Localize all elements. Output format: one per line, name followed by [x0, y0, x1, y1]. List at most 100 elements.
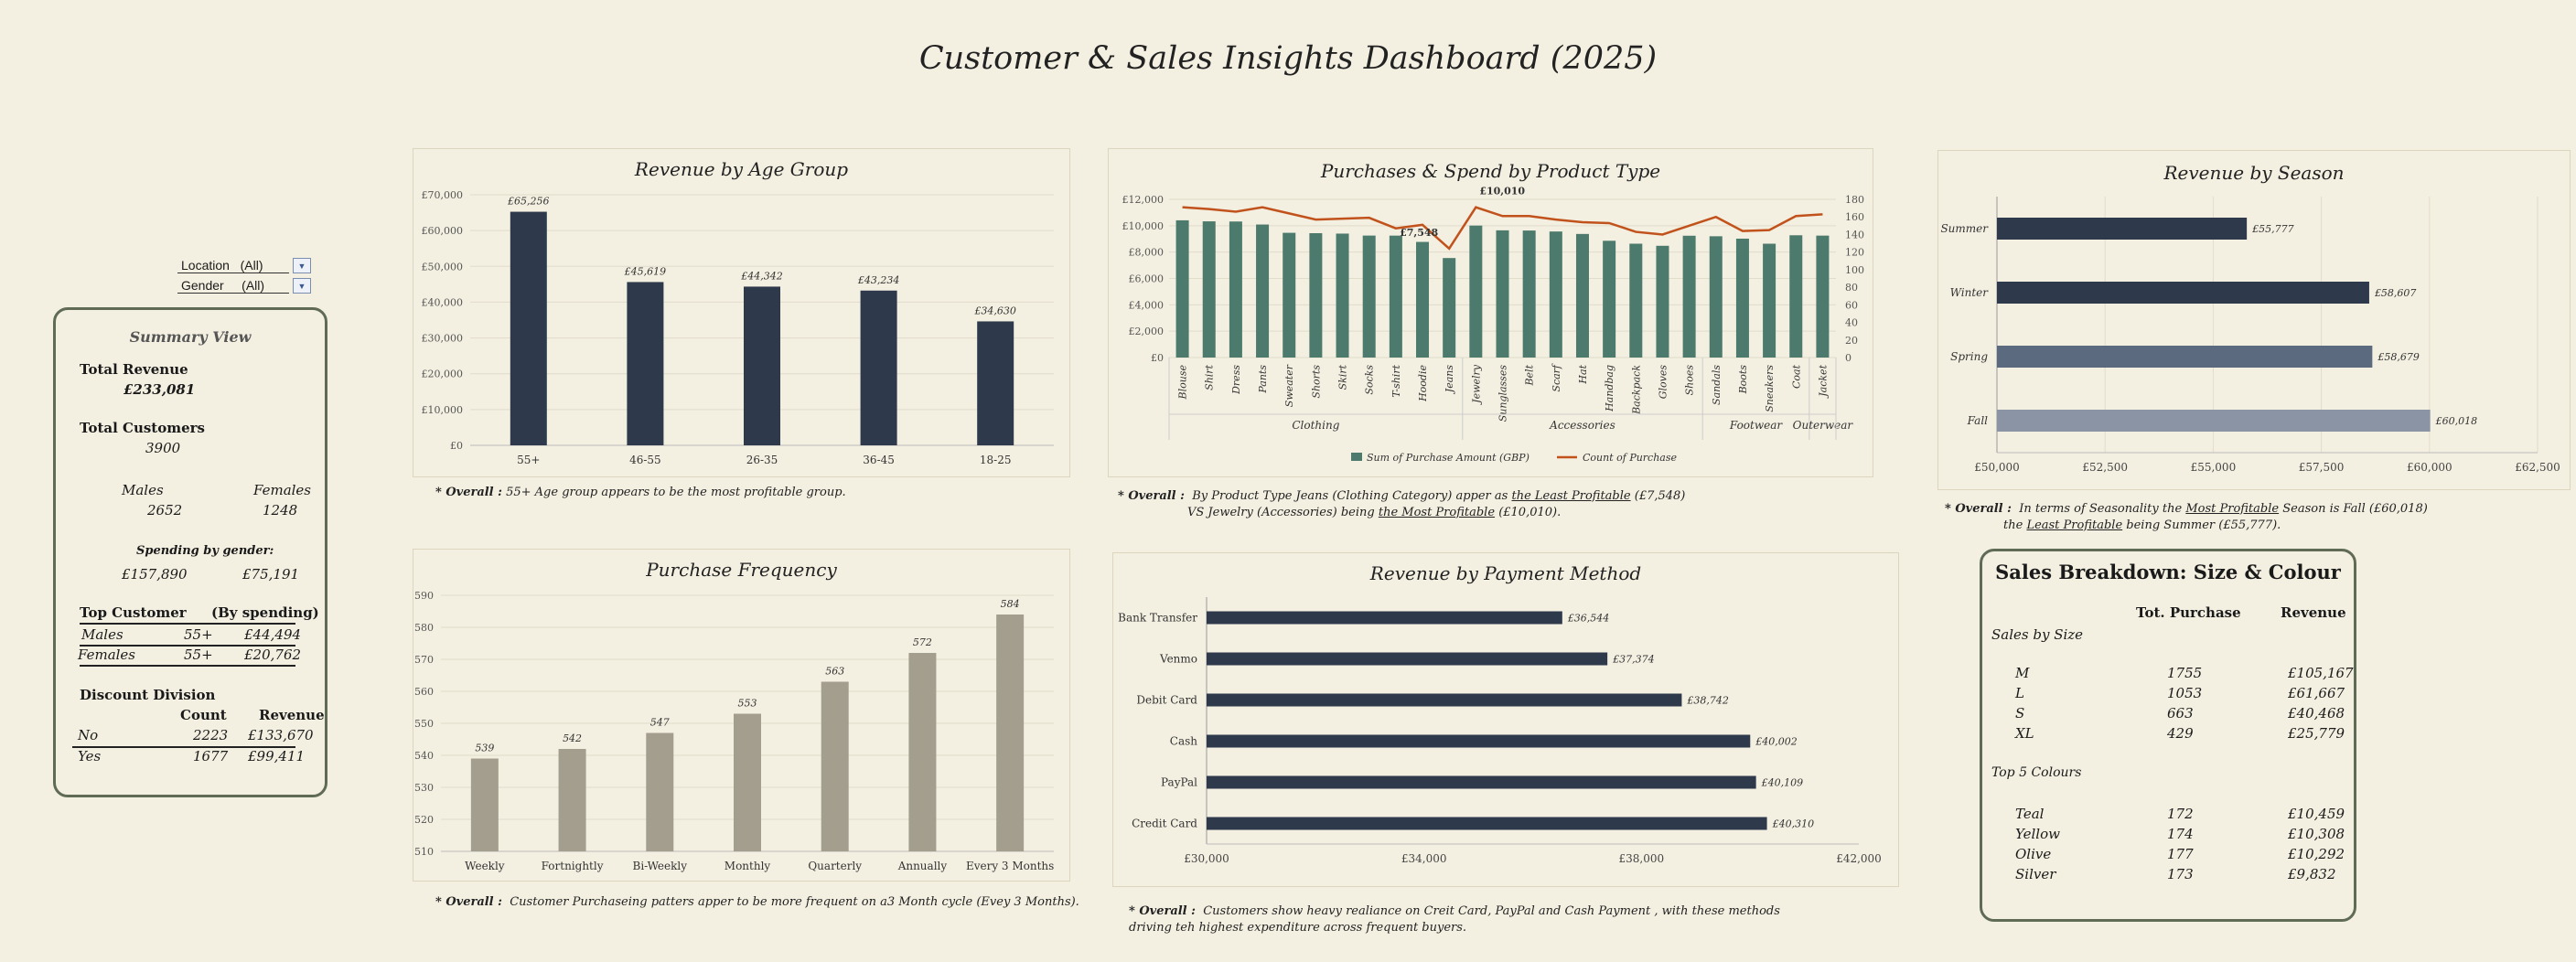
y2-tick-label: 60 [1845, 299, 1858, 311]
location-dropdown-icon[interactable]: ▼ [293, 258, 311, 273]
data-label: 572 [913, 636, 932, 648]
discount-row-revenue: £133,670 [248, 727, 314, 743]
x-tick-label: £38,000 [1619, 852, 1665, 865]
breakdown-name-cell: L [2015, 685, 2024, 701]
discount-row-who: Yes [78, 748, 102, 764]
total-revenue-label: Total Revenue [80, 361, 188, 378]
x-tick-label: Coat [1790, 364, 1802, 389]
bar [1709, 236, 1723, 358]
y2-tick-label: 80 [1845, 282, 1858, 294]
y-tick-label: PayPal [1161, 776, 1197, 789]
discount-row-who: No [78, 727, 99, 743]
x-tick-label: Backpack [1630, 365, 1642, 415]
bar [1207, 775, 1756, 789]
x-tick-label: Blouse [1177, 365, 1189, 401]
y2-tick-label: 180 [1845, 194, 1864, 206]
discount-row-count: 1677 [193, 748, 229, 764]
age-chart-card: Revenue by Age Group £0 £10,000 £20,000 £30… [413, 148, 1070, 477]
y2-tick-label: 40 [1845, 317, 1858, 329]
group-label: Outerwear [1793, 419, 1854, 432]
x-tick-label: £34,000 [1401, 852, 1447, 865]
y2-tick-label: 140 [1845, 229, 1864, 240]
bar [1229, 221, 1242, 358]
x-tick-label: Monthly [724, 860, 771, 872]
y-tick-label: £4,000 [1129, 299, 1165, 311]
bar [821, 681, 849, 851]
payment-chart-title: Revenue by Payment Method [1369, 562, 1642, 584]
gender-dropdown-icon[interactable]: ▼ [293, 278, 311, 294]
x-tick-label: £62,500 [2515, 461, 2560, 474]
spending-males: £157,890 [122, 566, 188, 583]
data-label: £58,607 [2374, 287, 2417, 299]
breakdown-revenue-cell: £10,292 [2288, 846, 2345, 862]
females-count: 1248 [263, 502, 298, 518]
season-chart: £50,000 £52,500 £55,000 £57,500 £60,000 £62,5… [1940, 197, 2560, 474]
y-tick-label: Bank Transfer [1118, 612, 1197, 625]
frequency-chart-card: Purchase Frequency 510 520 530 540 550 560 570… [413, 549, 1070, 882]
bar [1207, 693, 1682, 707]
gender-filter[interactable]: Gender (All) ▼ [177, 278, 311, 294]
bar [1575, 233, 1589, 358]
y-tick-label: £12,000 [1122, 194, 1165, 206]
breakdown-purchase-cell: 663 [2167, 705, 2194, 722]
x-tick-label: £57,500 [2299, 461, 2345, 474]
bar [1629, 243, 1643, 358]
breakdown-purchase-cell: 173 [2167, 866, 2194, 882]
x-tick-label: Sweater [1283, 364, 1295, 407]
breakdown-revenue-header: Revenue [2281, 604, 2346, 621]
bar [510, 211, 547, 445]
y-tick-label: 540 [414, 750, 434, 762]
top-row-value: £20,762 [244, 647, 302, 663]
location-filter[interactable]: Location (All) ▼ [177, 258, 311, 273]
payment-chart-card: Revenue by Payment Method £30,000 £34,000… [1112, 552, 1899, 887]
y2-tick-label: 0 [1845, 352, 1852, 364]
data-label: £44,342 [740, 270, 783, 282]
age-note: * Overall : 55+ Age group appears to be … [435, 486, 846, 499]
breakdown-name-cell: Silver [2015, 866, 2056, 882]
x-tick-label: £50,000 [1974, 461, 2020, 474]
data-label: £65,256 [507, 196, 550, 208]
breakdown-revenue-cell: £9,832 [2288, 866, 2336, 882]
bar [1309, 232, 1323, 358]
x-tick-label: Socks [1364, 365, 1376, 395]
data-label: £43,234 [857, 274, 900, 286]
bar [1283, 232, 1296, 358]
data-label: £60,018 [2435, 415, 2478, 427]
top-row-value: £44,494 [244, 626, 302, 643]
y-tick-label: £30,000 [422, 333, 464, 345]
bar [1202, 221, 1216, 358]
product-note: * Overall : By Product Type Jeans (Cloth… [1118, 489, 1686, 519]
data-label: £40,310 [1772, 818, 1815, 830]
y-tick-label: £40,000 [422, 296, 464, 308]
data-label: 563 [825, 666, 844, 678]
y-tick-label: Winter [1950, 286, 1990, 299]
y-tick-label: £10,000 [422, 404, 464, 416]
payment-note: * Overall : Customers show heavy realian… [1129, 904, 1780, 935]
sales-breakdown-panel: Sales Breakdown: Size & Colour Tot. Purc… [1980, 549, 2356, 922]
colour-section-label: Top 5 Colours [1991, 765, 2082, 780]
breakdown-name-cell: Teal [2015, 806, 2045, 822]
by-spending-label: (By spending) [211, 604, 319, 621]
discount-revenue-header: Revenue [259, 707, 325, 723]
data-label: 539 [475, 743, 494, 754]
breakdown-name-cell: M [2015, 665, 2030, 681]
bar [734, 713, 761, 851]
y-tick-label: 520 [414, 814, 434, 826]
bar [1416, 241, 1430, 358]
data-label: £55,777 [2251, 223, 2294, 235]
x-tick-label: Every 3 Months [966, 860, 1054, 872]
product-chart-card: Purchases & Spend by Product Type £0 £2,0… [1108, 148, 1873, 477]
total-customers-value: 3900 [145, 440, 181, 456]
bar [1735, 238, 1749, 358]
breakdown-revenue-cell: £105,167 [2288, 665, 2354, 681]
count-line [1182, 206, 1823, 251]
total-customers-label: Total Customers [80, 420, 205, 436]
bar [1763, 243, 1776, 358]
y2-tick-label: 120 [1845, 247, 1864, 259]
x-tick-label: Jewelry [1470, 364, 1482, 405]
payment-chart: £30,000 £34,000 £38,000 £42,000 £36,544 Bank … [1118, 597, 1882, 865]
bar [1997, 346, 2373, 368]
y-tick-label: 570 [414, 654, 434, 666]
breakdown-purchase-cell: 174 [2167, 826, 2194, 842]
x-tick-label: Dress [1230, 365, 1242, 395]
